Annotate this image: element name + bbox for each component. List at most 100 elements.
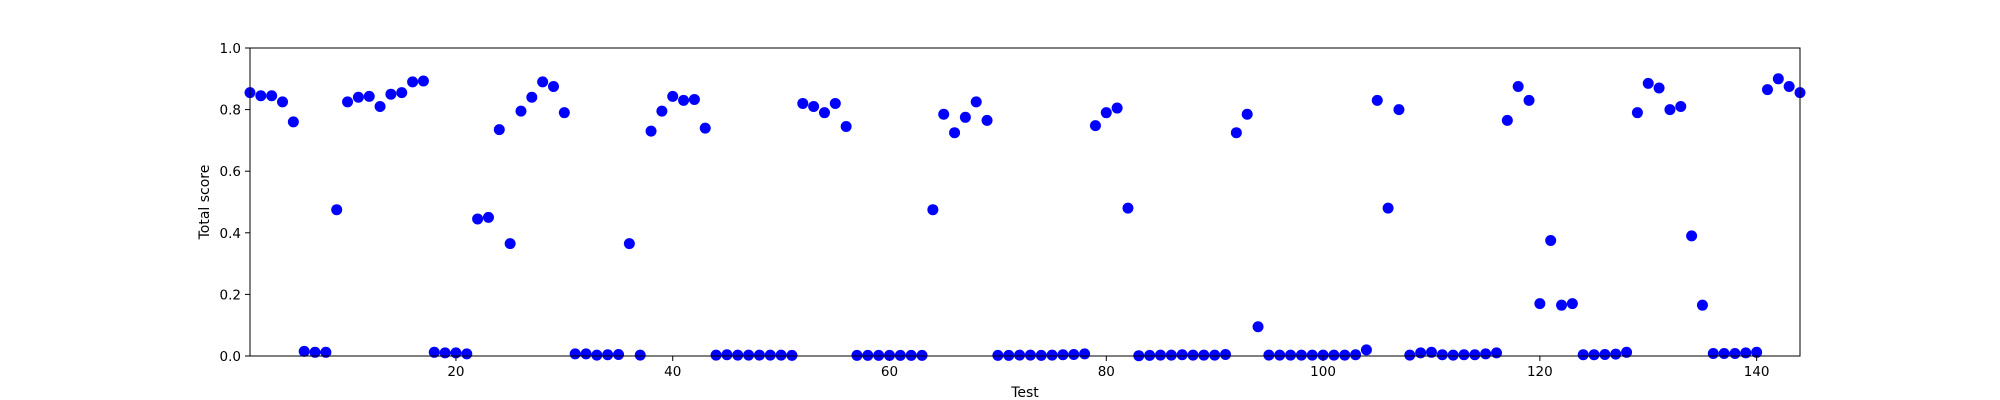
data-point bbox=[277, 96, 289, 108]
data-point bbox=[1100, 107, 1112, 119]
data-point bbox=[591, 349, 603, 361]
data-point bbox=[1458, 349, 1470, 361]
data-point bbox=[1675, 101, 1687, 113]
data-point bbox=[1588, 349, 1600, 361]
data-point bbox=[1209, 349, 1221, 361]
data-point bbox=[1350, 349, 1362, 361]
data-point bbox=[1404, 349, 1416, 361]
data-point bbox=[1729, 348, 1741, 360]
data-point bbox=[515, 105, 527, 117]
data-point bbox=[688, 93, 700, 105]
data-point bbox=[938, 108, 950, 120]
data-point bbox=[1534, 298, 1546, 310]
data-point bbox=[1230, 127, 1242, 139]
data-point bbox=[1165, 349, 1177, 361]
data-point bbox=[1144, 349, 1156, 361]
x-tick-label: 80 bbox=[1098, 364, 1115, 380]
data-point bbox=[775, 349, 787, 361]
data-point bbox=[1577, 349, 1589, 361]
data-point bbox=[732, 349, 744, 361]
data-point bbox=[1360, 344, 1372, 356]
data-point bbox=[1501, 114, 1513, 126]
data-point bbox=[461, 348, 473, 360]
data-point bbox=[764, 349, 776, 361]
data-point bbox=[1664, 104, 1676, 116]
data-point bbox=[1014, 349, 1026, 361]
data-point bbox=[894, 349, 906, 361]
data-point bbox=[1686, 230, 1698, 242]
data-point bbox=[1328, 349, 1340, 361]
x-tick-label: 140 bbox=[1744, 364, 1770, 380]
x-tick-label: 120 bbox=[1527, 364, 1553, 380]
x-tick-label: 100 bbox=[1310, 364, 1336, 380]
data-point bbox=[1285, 349, 1297, 361]
data-point bbox=[1122, 202, 1134, 214]
data-point bbox=[1566, 298, 1578, 310]
data-point bbox=[352, 91, 364, 103]
data-point bbox=[1079, 348, 1091, 360]
data-point bbox=[905, 349, 917, 361]
data-point bbox=[374, 101, 386, 113]
data-point bbox=[1035, 349, 1047, 361]
data-point bbox=[298, 345, 310, 357]
data-point bbox=[1718, 348, 1730, 360]
data-point bbox=[1176, 349, 1188, 361]
data-point bbox=[1371, 94, 1383, 106]
data-point bbox=[580, 348, 592, 360]
plot-area-frame bbox=[249, 47, 1801, 357]
data-point bbox=[385, 88, 397, 100]
data-point bbox=[1003, 349, 1015, 361]
x-axis-label: Test bbox=[1010, 385, 1039, 400]
data-point bbox=[548, 81, 559, 92]
data-point bbox=[808, 101, 820, 113]
data-point bbox=[1447, 349, 1459, 361]
data-point bbox=[829, 97, 841, 109]
y-tick-label: 1.0 bbox=[220, 41, 241, 57]
data-point bbox=[1057, 349, 1069, 361]
data-point bbox=[721, 349, 733, 361]
data-point bbox=[992, 349, 1004, 361]
data-point bbox=[1556, 299, 1568, 311]
data-point bbox=[537, 76, 549, 88]
data-point bbox=[710, 349, 722, 361]
data-point bbox=[1610, 348, 1622, 360]
x-tick-label: 40 bbox=[664, 364, 681, 380]
data-point bbox=[602, 349, 614, 361]
data-point bbox=[266, 90, 278, 102]
data-point bbox=[970, 96, 982, 108]
data-point bbox=[428, 346, 440, 358]
data-point bbox=[309, 346, 321, 358]
data-point bbox=[1339, 349, 1351, 361]
data-point bbox=[1263, 349, 1275, 361]
data-point bbox=[1089, 120, 1101, 132]
data-point bbox=[363, 90, 375, 102]
y-tick-label: 0.6 bbox=[220, 164, 241, 180]
data-point bbox=[927, 204, 939, 216]
data-point bbox=[287, 116, 299, 128]
data-point bbox=[526, 91, 538, 103]
data-point bbox=[959, 111, 971, 123]
data-point bbox=[396, 87, 408, 99]
y-tick-label: 0.2 bbox=[220, 287, 241, 303]
data-point bbox=[1252, 321, 1264, 333]
data-point bbox=[613, 348, 625, 360]
data-point bbox=[873, 349, 885, 361]
data-point bbox=[656, 105, 668, 117]
data-point bbox=[1469, 349, 1481, 361]
data-point bbox=[1241, 108, 1253, 120]
data-point bbox=[1761, 84, 1773, 96]
data-points bbox=[244, 73, 1806, 362]
data-point bbox=[1425, 346, 1437, 358]
data-point bbox=[862, 349, 874, 361]
data-point bbox=[1480, 348, 1492, 360]
data-point bbox=[1783, 81, 1795, 92]
data-point bbox=[1220, 348, 1232, 360]
data-point bbox=[1772, 73, 1784, 85]
data-point bbox=[743, 349, 755, 361]
data-point bbox=[320, 346, 332, 358]
data-point bbox=[1024, 349, 1036, 361]
data-point bbox=[1154, 349, 1166, 361]
data-point bbox=[482, 211, 494, 223]
data-point bbox=[1068, 348, 1080, 360]
